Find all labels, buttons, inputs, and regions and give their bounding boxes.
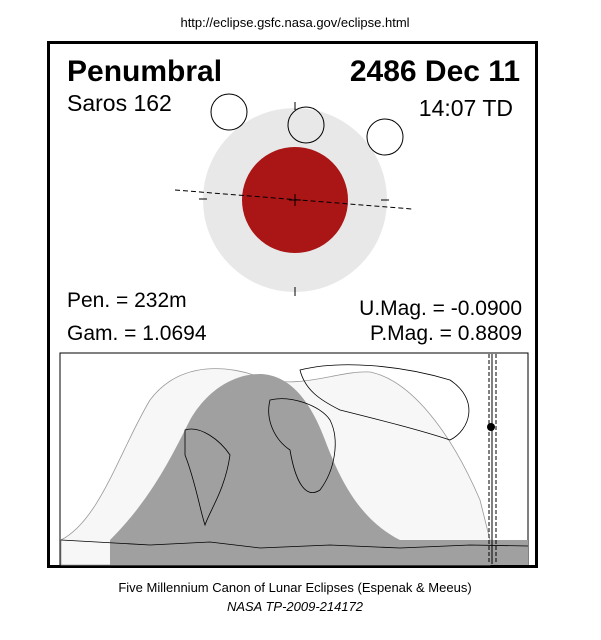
url: http://eclipse.gsfc.nasa.gov/eclipse.htm… bbox=[180, 15, 409, 30]
umag: U.Mag. = -0.0900 bbox=[359, 297, 522, 320]
date: 2486 Dec 11 bbox=[350, 55, 520, 88]
time: 14:07 TD bbox=[419, 95, 513, 121]
gam: Gam. = 1.0694 bbox=[67, 322, 207, 345]
pen: Pen. = 232m bbox=[67, 289, 187, 312]
moon-p1 bbox=[210, 93, 248, 131]
sub-lunar-point bbox=[487, 423, 495, 431]
moon-p4 bbox=[366, 118, 404, 156]
eclipse-type: Penumbral bbox=[67, 55, 222, 88]
visibility-shading bbox=[110, 373, 528, 565]
africa bbox=[268, 398, 336, 493]
south-america bbox=[184, 428, 231, 527]
moon-max bbox=[287, 106, 325, 144]
saros: Saros 162 bbox=[67, 90, 172, 116]
antarctica-coast bbox=[60, 539, 529, 549]
eclipse-diagram bbox=[174, 93, 413, 296]
frame bbox=[47, 41, 538, 568]
pmag: P.Mag. = 0.8809 bbox=[370, 322, 522, 345]
world-map bbox=[59, 352, 529, 566]
eurasia bbox=[299, 364, 470, 441]
footer-line2: NASA TP-2009-214172 bbox=[227, 599, 364, 614]
footer-line1: Five Millennium Canon of Lunar Eclipses … bbox=[118, 580, 471, 595]
